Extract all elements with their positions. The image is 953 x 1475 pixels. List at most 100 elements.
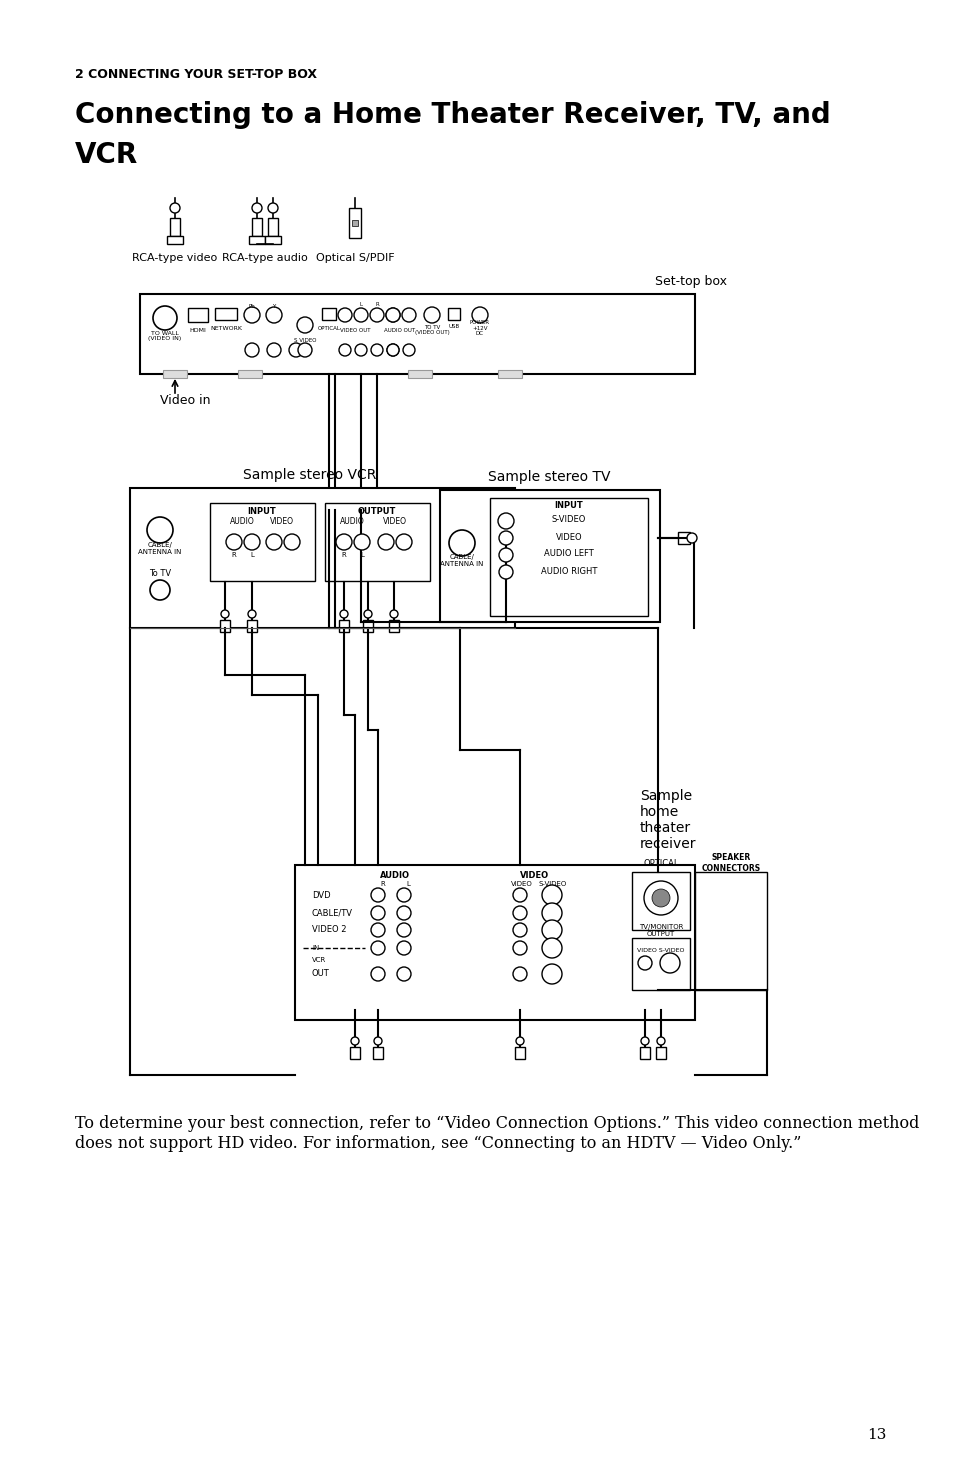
Bar — [220, 620, 230, 631]
Bar — [252, 218, 262, 236]
Text: POWER
+12V
DC: POWER +12V DC — [470, 320, 490, 336]
Circle shape — [386, 308, 399, 322]
Circle shape — [472, 307, 488, 323]
Text: TV/MONITOR
OUTPUT: TV/MONITOR OUTPUT — [639, 923, 682, 937]
Circle shape — [245, 344, 258, 357]
Circle shape — [284, 534, 299, 550]
Text: AUDIO: AUDIO — [379, 870, 410, 879]
Circle shape — [296, 317, 313, 333]
Circle shape — [371, 906, 385, 920]
Text: INPUT: INPUT — [248, 506, 276, 515]
Circle shape — [152, 305, 177, 330]
Text: VIDEO: VIDEO — [382, 518, 407, 527]
Text: AUDIO OUT: AUDIO OUT — [384, 327, 416, 332]
Text: VIDEO: VIDEO — [555, 532, 581, 541]
Text: R: R — [341, 552, 346, 558]
Circle shape — [396, 906, 411, 920]
Text: AUDIO RIGHT: AUDIO RIGHT — [540, 566, 597, 575]
Bar — [350, 1047, 359, 1059]
Text: INPUT: INPUT — [554, 502, 583, 510]
Bar — [408, 370, 432, 378]
Bar — [515, 1047, 524, 1059]
Circle shape — [226, 534, 242, 550]
Circle shape — [147, 518, 172, 543]
Circle shape — [377, 534, 394, 550]
Text: S-VIDEO: S-VIDEO — [551, 515, 585, 524]
Text: IN: IN — [312, 945, 319, 951]
Circle shape — [390, 611, 397, 618]
Circle shape — [386, 308, 399, 322]
Text: Connecting to a Home Theater Receiver, TV, and: Connecting to a Home Theater Receiver, T… — [75, 100, 830, 128]
Circle shape — [266, 534, 282, 550]
Text: S VIDEO: S VIDEO — [294, 338, 315, 342]
Bar — [497, 370, 521, 378]
Circle shape — [297, 344, 312, 357]
Text: AUDIO: AUDIO — [230, 518, 254, 527]
Circle shape — [150, 580, 170, 600]
Circle shape — [338, 344, 351, 355]
Circle shape — [541, 920, 561, 940]
Circle shape — [266, 307, 282, 323]
Text: OPTICAL: OPTICAL — [642, 858, 678, 867]
Circle shape — [513, 968, 526, 981]
Circle shape — [387, 344, 398, 355]
Circle shape — [396, 941, 411, 954]
Text: CABLE/TV: CABLE/TV — [312, 909, 353, 917]
Bar — [695, 872, 766, 990]
Bar — [167, 236, 183, 243]
Circle shape — [513, 923, 526, 937]
Text: HDMI: HDMI — [190, 327, 206, 332]
Circle shape — [248, 611, 255, 618]
Circle shape — [541, 965, 561, 984]
Bar — [352, 220, 357, 226]
Circle shape — [395, 534, 412, 550]
Bar — [325, 503, 430, 581]
Text: Video in: Video in — [159, 394, 210, 407]
Circle shape — [221, 611, 229, 618]
Text: VIDEO 2: VIDEO 2 — [312, 925, 346, 935]
Circle shape — [252, 204, 262, 212]
Text: RCA-type audio: RCA-type audio — [222, 254, 308, 263]
Bar — [678, 532, 689, 544]
Circle shape — [513, 941, 526, 954]
Text: NETWORK: NETWORK — [210, 326, 242, 330]
Circle shape — [643, 881, 678, 914]
Text: TO WALL
(VIDEO IN): TO WALL (VIDEO IN) — [149, 330, 181, 341]
Circle shape — [657, 1037, 664, 1044]
Circle shape — [541, 903, 561, 923]
Bar — [214, 308, 236, 320]
Circle shape — [244, 534, 260, 550]
Circle shape — [513, 888, 526, 903]
Circle shape — [402, 344, 415, 355]
Text: 2 CONNECTING YOUR SET-TOP BOX: 2 CONNECTING YOUR SET-TOP BOX — [75, 68, 316, 81]
Circle shape — [638, 956, 651, 971]
Text: Sample stereo VCR: Sample stereo VCR — [243, 468, 376, 482]
Bar — [322, 308, 335, 320]
Text: Optical S/PDIF: Optical S/PDIF — [315, 254, 394, 263]
Circle shape — [371, 888, 385, 903]
Circle shape — [423, 307, 439, 323]
Bar — [247, 620, 256, 631]
Bar — [237, 370, 262, 378]
Circle shape — [364, 611, 372, 618]
Bar — [338, 620, 349, 631]
Text: VIDEO OUT: VIDEO OUT — [339, 327, 370, 332]
Circle shape — [498, 531, 513, 544]
Text: 13: 13 — [866, 1428, 885, 1443]
Circle shape — [396, 968, 411, 981]
Circle shape — [651, 889, 669, 907]
Circle shape — [354, 534, 370, 550]
Circle shape — [339, 611, 348, 618]
Text: R: R — [375, 302, 378, 307]
Bar — [389, 620, 398, 631]
Circle shape — [355, 344, 367, 355]
Text: RCA-type video: RCA-type video — [132, 254, 217, 263]
Bar — [170, 218, 180, 236]
Text: VIDEO: VIDEO — [520, 870, 549, 879]
Circle shape — [686, 532, 697, 543]
Text: R: R — [380, 881, 385, 886]
Circle shape — [449, 530, 475, 556]
Bar — [363, 620, 373, 631]
Bar — [249, 236, 265, 243]
Text: DVD: DVD — [312, 891, 331, 900]
